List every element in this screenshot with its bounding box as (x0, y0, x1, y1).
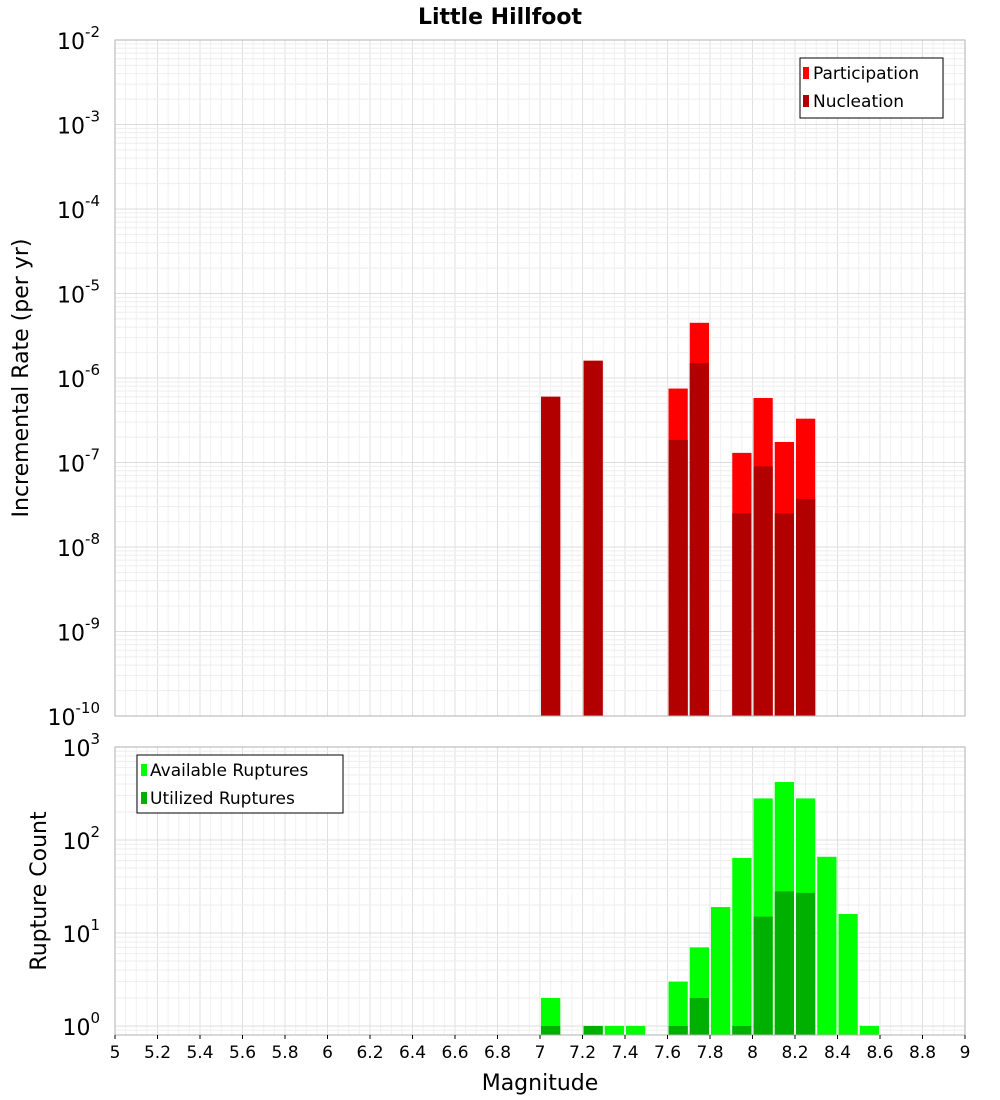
chart-title: Little Hillfoot (418, 5, 583, 30)
x-tick-label: 9 (960, 1043, 971, 1063)
bottom-bar-available-ruptures (668, 981, 688, 1035)
x-tick-label: 8 (747, 1043, 758, 1063)
bottom-bar-available-ruptures (541, 997, 561, 1035)
bottom-bar-utilized-ruptures (732, 1025, 752, 1035)
legend-available-label: Available Ruptures (150, 761, 308, 781)
legend-utilized-label: Utilized Ruptures (150, 789, 295, 809)
legend-nucleation-label: Nucleation (813, 92, 904, 112)
bottom-bar-utilized-ruptures (774, 891, 794, 1035)
legend-nucleation-swatch (803, 95, 809, 107)
x-ticks: 5 5.2 5.4 5.6 5.8 6 6.2 6.4 6.6 6.8 7 7.2 7.4 7.6 7.8 8… (110, 1035, 971, 1063)
legend-participation-label: Participation (813, 64, 919, 84)
top-bar-nucleation (732, 513, 752, 716)
legend-utilized-swatch (141, 792, 147, 804)
x-tick-label: 6.8 (484, 1043, 511, 1063)
top-y-tick-label: 10-9 (57, 615, 100, 647)
top-bar-nucleation (796, 498, 816, 716)
bottom-y-tick-label: 103 (62, 730, 100, 762)
bottom-bar-available-ruptures (838, 914, 858, 1035)
bottom-legend-box (136, 754, 344, 814)
bottom-y-tick-label: 102 (62, 823, 100, 855)
x-tick-label: 6.6 (441, 1043, 468, 1063)
x-tick-label: 6.4 (399, 1043, 426, 1063)
x-tick-label: 5.2 (144, 1043, 171, 1063)
bottom-bar-available-ruptures (817, 856, 837, 1035)
top-y-tick-label: 10-8 (57, 530, 100, 562)
bottom-y-tick-label: 100 (62, 1009, 100, 1041)
x-tick-label: 6 (322, 1043, 333, 1063)
x-tick-label: 7.4 (611, 1043, 638, 1063)
top-plot-border (114, 39, 966, 717)
legend-available-swatch (141, 764, 147, 776)
top-y-tick-label: 10-6 (57, 361, 100, 393)
top-panel: 10-10 10-9 10-8 10-7 10-6 10-5 10-4 10-3 10-2 In… (9, 23, 966, 731)
top-grid (114, 39, 966, 717)
bottom-bar-utilized-ruptures (583, 1025, 603, 1035)
top-y-tick-label: 10-3 (57, 108, 100, 140)
bottom-bar-available-ruptures (711, 907, 731, 1035)
legend-participation-swatch (803, 67, 809, 79)
top-bar-nucleation (753, 466, 773, 716)
x-tick-label: 5 (110, 1043, 121, 1063)
top-y-tick-label: 10-5 (57, 277, 100, 309)
top-bar-nucleation (541, 396, 561, 716)
top-y-axis-label: Incremental Rate (per yr) (9, 239, 34, 518)
bottom-bar-available-ruptures (626, 1025, 646, 1035)
top-y-tick-label: 10-7 (57, 446, 100, 478)
top-bar-nucleation (668, 439, 688, 716)
bottom-panel: 100 101 102 103 5 5.2 5.4 5.6 5.8 6 6.2 6.4 6.6 6.8 7… (27, 730, 970, 1096)
x-tick-label: 6.2 (356, 1043, 383, 1063)
x-axis-label: Magnitude (482, 1071, 599, 1096)
x-tick-label: 5.4 (186, 1043, 213, 1063)
bottom-bar-available-ruptures (604, 1025, 624, 1035)
bottom-bar-utilized-ruptures (668, 1025, 688, 1035)
top-legend: Participation Nucleation (799, 57, 944, 119)
bottom-bar-utilized-ruptures (541, 1025, 561, 1035)
bottom-bar-utilized-ruptures (689, 997, 709, 1035)
x-tick-label: 5.6 (229, 1043, 256, 1063)
bottom-bar-utilized-ruptures (753, 916, 773, 1035)
x-tick-label: 8.6 (866, 1043, 893, 1063)
top-bars (541, 322, 816, 716)
x-tick-label: 8.2 (781, 1043, 808, 1063)
top-y-tick-label: 10-2 (57, 23, 100, 55)
top-y-ticks: 10-10 10-9 10-8 10-7 10-6 10-5 10-4 10-3 10-2 (48, 23, 101, 731)
top-bar-nucleation (583, 360, 603, 716)
top-y-tick-label: 10-4 (57, 192, 100, 224)
top-y-tick-label: 10-10 (48, 699, 101, 731)
bottom-legend: Available Ruptures Utilized Ruptures (136, 754, 344, 814)
bottom-bar-utilized-ruptures (796, 892, 816, 1035)
top-bar-nucleation (774, 513, 794, 716)
bottom-bar-available-ruptures (859, 1025, 879, 1035)
x-tick-label: 7.8 (696, 1043, 723, 1063)
bottom-bars (541, 782, 879, 1035)
x-tick-label: 8.4 (824, 1043, 851, 1063)
x-tick-label: 5.8 (271, 1043, 298, 1063)
x-tick-label: 8.8 (909, 1043, 936, 1063)
bottom-bar-available-ruptures (732, 858, 752, 1035)
top-bar-nucleation (689, 363, 709, 716)
x-tick-label: 7 (535, 1043, 546, 1063)
bottom-y-axis-label: Rupture Count (27, 811, 52, 971)
top-legend-box (799, 57, 944, 119)
x-tick-label: 7.6 (654, 1043, 681, 1063)
bottom-y-ticks: 100 101 102 103 (62, 730, 100, 1041)
bottom-y-tick-label: 101 (62, 916, 100, 948)
x-tick-label: 7.2 (569, 1043, 596, 1063)
